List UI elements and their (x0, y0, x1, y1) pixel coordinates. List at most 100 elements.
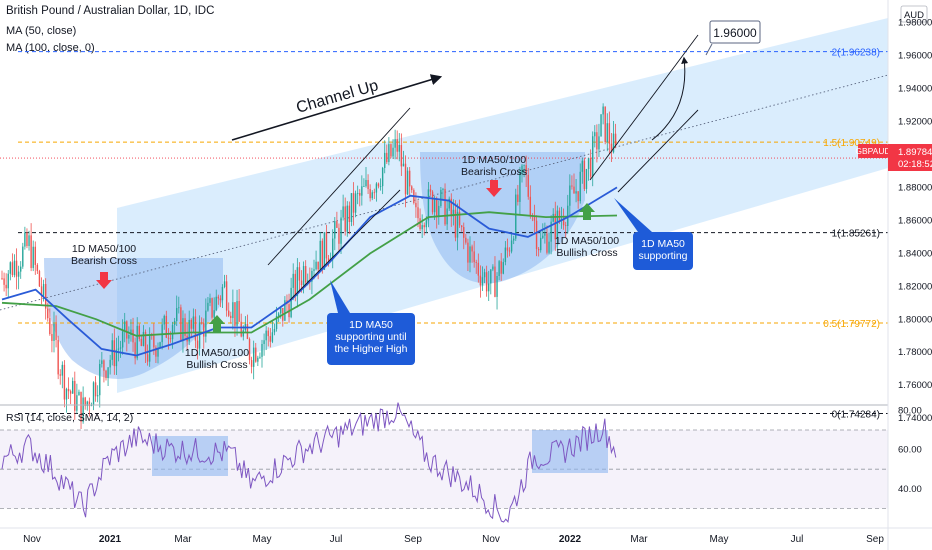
channel-median-line (0, 74, 889, 311)
price-axis[interactable] (888, 0, 932, 550)
candle-down (294, 273, 296, 297)
candle-up (96, 395, 99, 397)
candle-up (192, 316, 195, 329)
time-tick-label: Sep (404, 534, 422, 545)
price-tick-label: 1.82000 (898, 281, 932, 292)
candle-down (26, 232, 28, 247)
time-tick-label: Nov (482, 534, 500, 545)
candle-down (327, 258, 330, 261)
ma100-legend[interactable]: MA (100, close, 0) (6, 42, 95, 54)
candle-down (47, 308, 49, 319)
candle-up (273, 329, 276, 333)
candle-up (275, 315, 278, 330)
candle-down (352, 193, 355, 213)
candle-up (213, 310, 215, 318)
bullish-cross-arrow (579, 203, 595, 220)
candle-up (579, 171, 581, 202)
rsi-legend: RSI (14, close, SMA, 14, 2) (6, 412, 133, 424)
cup-zone-right (420, 152, 585, 284)
candle-down (184, 318, 186, 336)
candle-down (40, 286, 43, 296)
currency-label: AUD (904, 10, 924, 21)
fib-level-label: 1.5(1.90749) (823, 138, 880, 149)
candle-up (379, 186, 382, 187)
bearish-cross-arrow (96, 272, 112, 289)
candle-up (252, 347, 255, 367)
candle-down (546, 233, 548, 253)
candle-up (356, 192, 359, 194)
candle-down (533, 216, 536, 221)
candle-up (498, 261, 500, 276)
candle-down (573, 186, 575, 194)
rsi-zone-right (532, 430, 608, 473)
candle-up (188, 319, 190, 342)
candle-up (440, 189, 442, 206)
candle-down (217, 296, 220, 299)
candle-up (481, 277, 484, 286)
candle-up (86, 401, 88, 407)
candle-up (515, 194, 517, 239)
candle-up (307, 280, 309, 283)
candle-up (392, 147, 394, 157)
candle-up (575, 191, 577, 194)
candle-down (517, 194, 519, 202)
candle-down (344, 206, 346, 232)
candle-up (284, 300, 286, 321)
candle-down (485, 272, 488, 292)
candle-down (5, 284, 7, 289)
candle-up (602, 106, 604, 115)
candle-up (209, 298, 211, 303)
candle-down (400, 144, 403, 167)
candle-up (28, 235, 30, 247)
candle-down (419, 218, 421, 230)
candle-up (280, 307, 282, 314)
candle-up (587, 158, 590, 170)
candle-up (236, 301, 238, 326)
rsi-tick-label: 80.00 (898, 405, 922, 416)
time-tick-label: Jul (791, 534, 804, 545)
candle-up (302, 266, 305, 286)
candle-down (140, 338, 143, 346)
candle-down (596, 132, 598, 150)
ma50-support-callout-text: the Higher High (335, 343, 408, 355)
candle-up (612, 133, 615, 153)
time-tick-label: May (253, 534, 272, 545)
candle-up (53, 323, 55, 341)
ma50-legend[interactable]: MA (50, close) (6, 25, 77, 37)
candle-down (51, 334, 53, 341)
candle-up (32, 246, 34, 268)
candle-down (386, 152, 388, 163)
symbol-badge-text: GBPAUD (855, 146, 890, 156)
candle-up (261, 343, 263, 357)
price-tick-label: 1.80000 (898, 314, 932, 325)
candle-down (614, 133, 617, 146)
candle-down (269, 336, 272, 342)
chart-title: British Pound / Australian Dollar, 1D, I… (6, 5, 215, 17)
callout-pointer (614, 198, 652, 232)
bearish-cross-label: Bearish Cross (461, 166, 527, 178)
candle-up (365, 180, 367, 187)
candle-up (117, 348, 120, 350)
time-tick-label: 2022 (559, 534, 582, 545)
ma50-line[interactable] (1, 186, 618, 357)
candle-up (433, 199, 436, 213)
candle-up (128, 335, 130, 339)
candle-down (564, 225, 567, 227)
time-tick-label: Mar (174, 534, 192, 545)
candle-up (65, 388, 68, 400)
bullish-cross-label: Bullish Cross (556, 247, 617, 259)
rsi-tick-label: 60.00 (898, 445, 922, 456)
ma100-line[interactable] (1, 211, 618, 337)
fib-level-label: 1(1.85261) (832, 229, 880, 240)
candle-down (103, 360, 105, 371)
candle-up (592, 136, 594, 177)
bullish-cross-label: 1D MA50/100 (185, 347, 249, 359)
candle-down (67, 388, 70, 392)
ma50-support-callout-text: 1D MA50 (349, 319, 393, 331)
candle-down (44, 283, 47, 309)
candle-down (194, 316, 197, 341)
candle-down (415, 202, 417, 208)
rsi-line[interactable] (1, 402, 617, 523)
bearish-cross-arrow (486, 180, 502, 197)
